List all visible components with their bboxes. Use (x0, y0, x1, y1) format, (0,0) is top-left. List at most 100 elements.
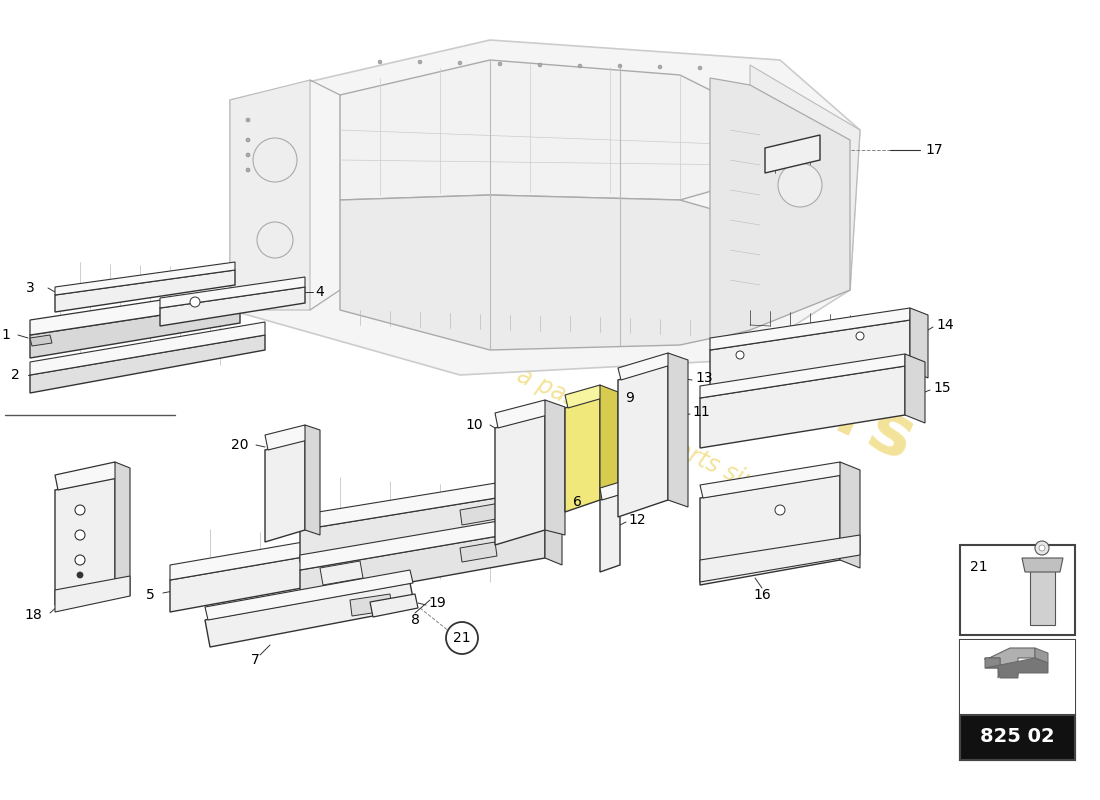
Polygon shape (840, 462, 860, 568)
Text: 12: 12 (628, 513, 646, 527)
Polygon shape (600, 494, 620, 572)
Circle shape (538, 63, 542, 67)
Circle shape (246, 168, 250, 172)
Polygon shape (700, 475, 840, 585)
Polygon shape (30, 322, 265, 375)
Polygon shape (750, 65, 860, 330)
Text: 5: 5 (146, 588, 155, 602)
Polygon shape (984, 658, 1000, 678)
Text: 8: 8 (410, 613, 419, 627)
Polygon shape (668, 353, 688, 507)
Polygon shape (300, 475, 544, 530)
Circle shape (578, 64, 582, 68)
FancyBboxPatch shape (960, 545, 1075, 635)
Circle shape (77, 572, 82, 578)
Polygon shape (300, 528, 544, 602)
Text: 4: 4 (315, 285, 323, 299)
Polygon shape (300, 513, 544, 570)
Text: 14: 14 (936, 318, 954, 332)
Polygon shape (340, 60, 750, 200)
Polygon shape (910, 308, 928, 378)
Polygon shape (495, 400, 548, 428)
Polygon shape (700, 462, 843, 498)
Polygon shape (460, 542, 497, 562)
Polygon shape (984, 648, 1035, 675)
Polygon shape (984, 658, 1048, 678)
Polygon shape (1022, 558, 1063, 572)
Circle shape (75, 530, 85, 540)
Circle shape (190, 297, 200, 307)
Polygon shape (565, 385, 603, 408)
Polygon shape (160, 277, 305, 308)
Polygon shape (544, 475, 562, 527)
Circle shape (75, 555, 85, 565)
Polygon shape (30, 303, 240, 358)
Text: 21: 21 (970, 560, 988, 574)
Polygon shape (230, 40, 860, 375)
Circle shape (856, 332, 864, 340)
Polygon shape (1030, 560, 1055, 625)
Text: 3: 3 (26, 281, 35, 295)
Text: 9: 9 (625, 391, 634, 405)
Circle shape (246, 138, 250, 142)
Circle shape (257, 222, 293, 258)
Circle shape (458, 61, 462, 65)
Polygon shape (55, 462, 118, 490)
Polygon shape (710, 78, 850, 340)
Circle shape (446, 622, 478, 654)
Polygon shape (700, 354, 905, 398)
Polygon shape (55, 478, 116, 605)
Circle shape (418, 60, 422, 64)
Polygon shape (116, 462, 130, 596)
Polygon shape (370, 594, 418, 617)
Polygon shape (628, 410, 668, 503)
Circle shape (378, 60, 382, 64)
Text: 7: 7 (251, 653, 260, 667)
Polygon shape (460, 503, 502, 525)
Polygon shape (55, 576, 130, 612)
Polygon shape (700, 366, 905, 448)
Text: 825 02: 825 02 (980, 727, 1054, 746)
Polygon shape (495, 415, 544, 545)
Polygon shape (350, 594, 392, 616)
Text: 21: 21 (453, 631, 471, 645)
Text: 19: 19 (428, 596, 446, 610)
Text: 20: 20 (231, 438, 248, 452)
Text: 13: 13 (695, 371, 713, 385)
Polygon shape (30, 335, 265, 393)
Polygon shape (320, 561, 363, 585)
Polygon shape (390, 527, 408, 577)
Polygon shape (905, 354, 925, 423)
Polygon shape (544, 513, 562, 565)
Circle shape (658, 65, 662, 69)
Polygon shape (170, 527, 390, 580)
Polygon shape (700, 535, 860, 582)
Polygon shape (600, 482, 621, 500)
Text: 11: 11 (692, 405, 710, 419)
Polygon shape (618, 353, 671, 380)
Text: a passion for parts since 1985: a passion for parts since 1985 (514, 364, 847, 536)
Polygon shape (710, 308, 910, 350)
Text: 18: 18 (24, 608, 42, 622)
Polygon shape (30, 335, 52, 346)
FancyBboxPatch shape (960, 640, 1075, 715)
Polygon shape (170, 542, 390, 612)
Polygon shape (265, 425, 308, 450)
Polygon shape (305, 425, 320, 535)
Circle shape (618, 64, 621, 68)
Polygon shape (565, 398, 600, 512)
Polygon shape (764, 135, 820, 173)
Polygon shape (600, 385, 618, 507)
Polygon shape (710, 320, 910, 402)
Circle shape (246, 118, 250, 122)
Circle shape (1035, 541, 1049, 555)
Polygon shape (300, 490, 544, 562)
Circle shape (1040, 545, 1045, 551)
Polygon shape (160, 287, 305, 326)
Polygon shape (544, 400, 565, 535)
FancyBboxPatch shape (960, 715, 1075, 760)
Circle shape (246, 153, 250, 157)
FancyBboxPatch shape (960, 640, 1075, 760)
Polygon shape (628, 397, 671, 422)
Text: 6: 6 (573, 495, 582, 509)
